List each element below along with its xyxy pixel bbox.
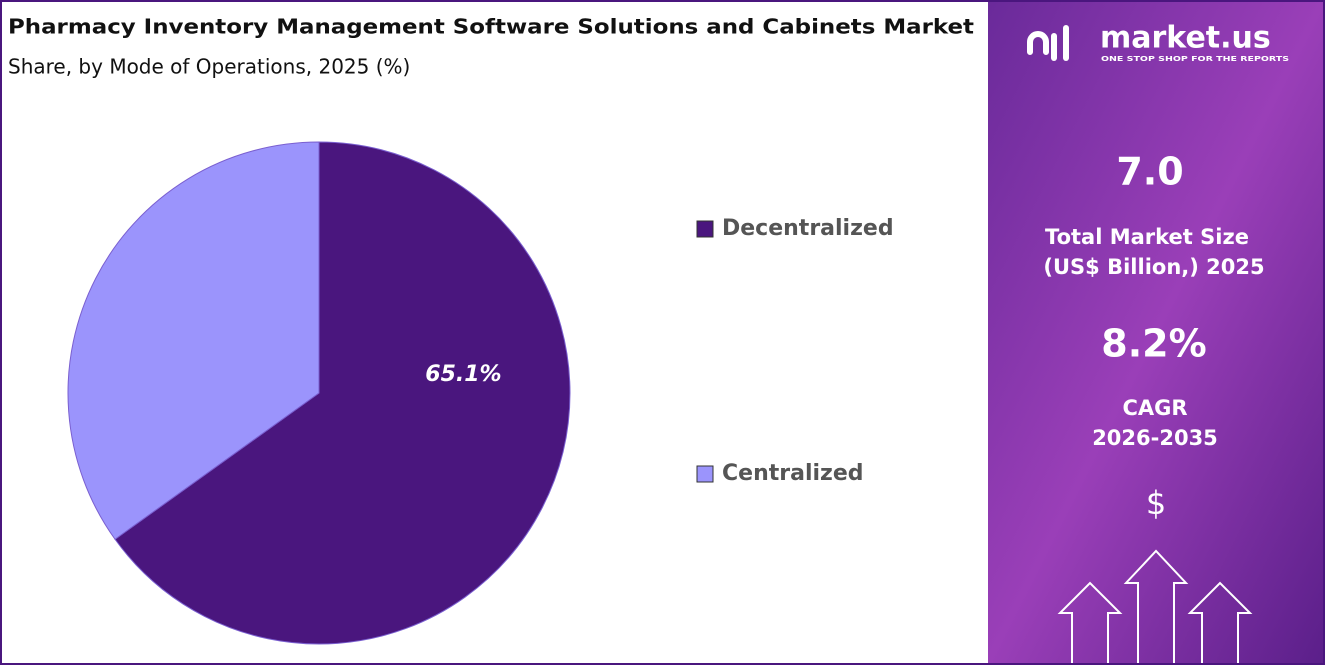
chart-subtitle: Share, by Mode of Operations, 2025 (%) [8,55,410,79]
legend-swatch [696,220,714,238]
pie-slice [114,141,571,645]
legend-label: Centralized [722,461,864,486]
legend-label: Decentralized [722,216,894,241]
arrows-icon [1057,549,1253,663]
cagr-label: CAGR [1122,396,1187,420]
pie-slice [67,141,320,540]
logo-icon [1027,25,1069,61]
chart-title: Pharmacy Inventory Management Software S… [8,15,974,39]
brand: market.us [1100,21,1271,56]
currency-icon: $ [1146,484,1166,522]
cagr-label: 2026-2035 [1092,426,1218,450]
data-label: 65.1% [425,362,501,387]
tagline: ONE STOP SHOP FOR THE REPORTS [1101,55,1289,63]
market-size: 7.0 [1116,150,1183,194]
market-size-label: (US$ Billion,) 2025 [1043,255,1264,279]
cagr: 8.2% [1101,322,1206,366]
market-size-label: Total Market Size [1045,225,1249,249]
legend-swatch [696,465,714,483]
